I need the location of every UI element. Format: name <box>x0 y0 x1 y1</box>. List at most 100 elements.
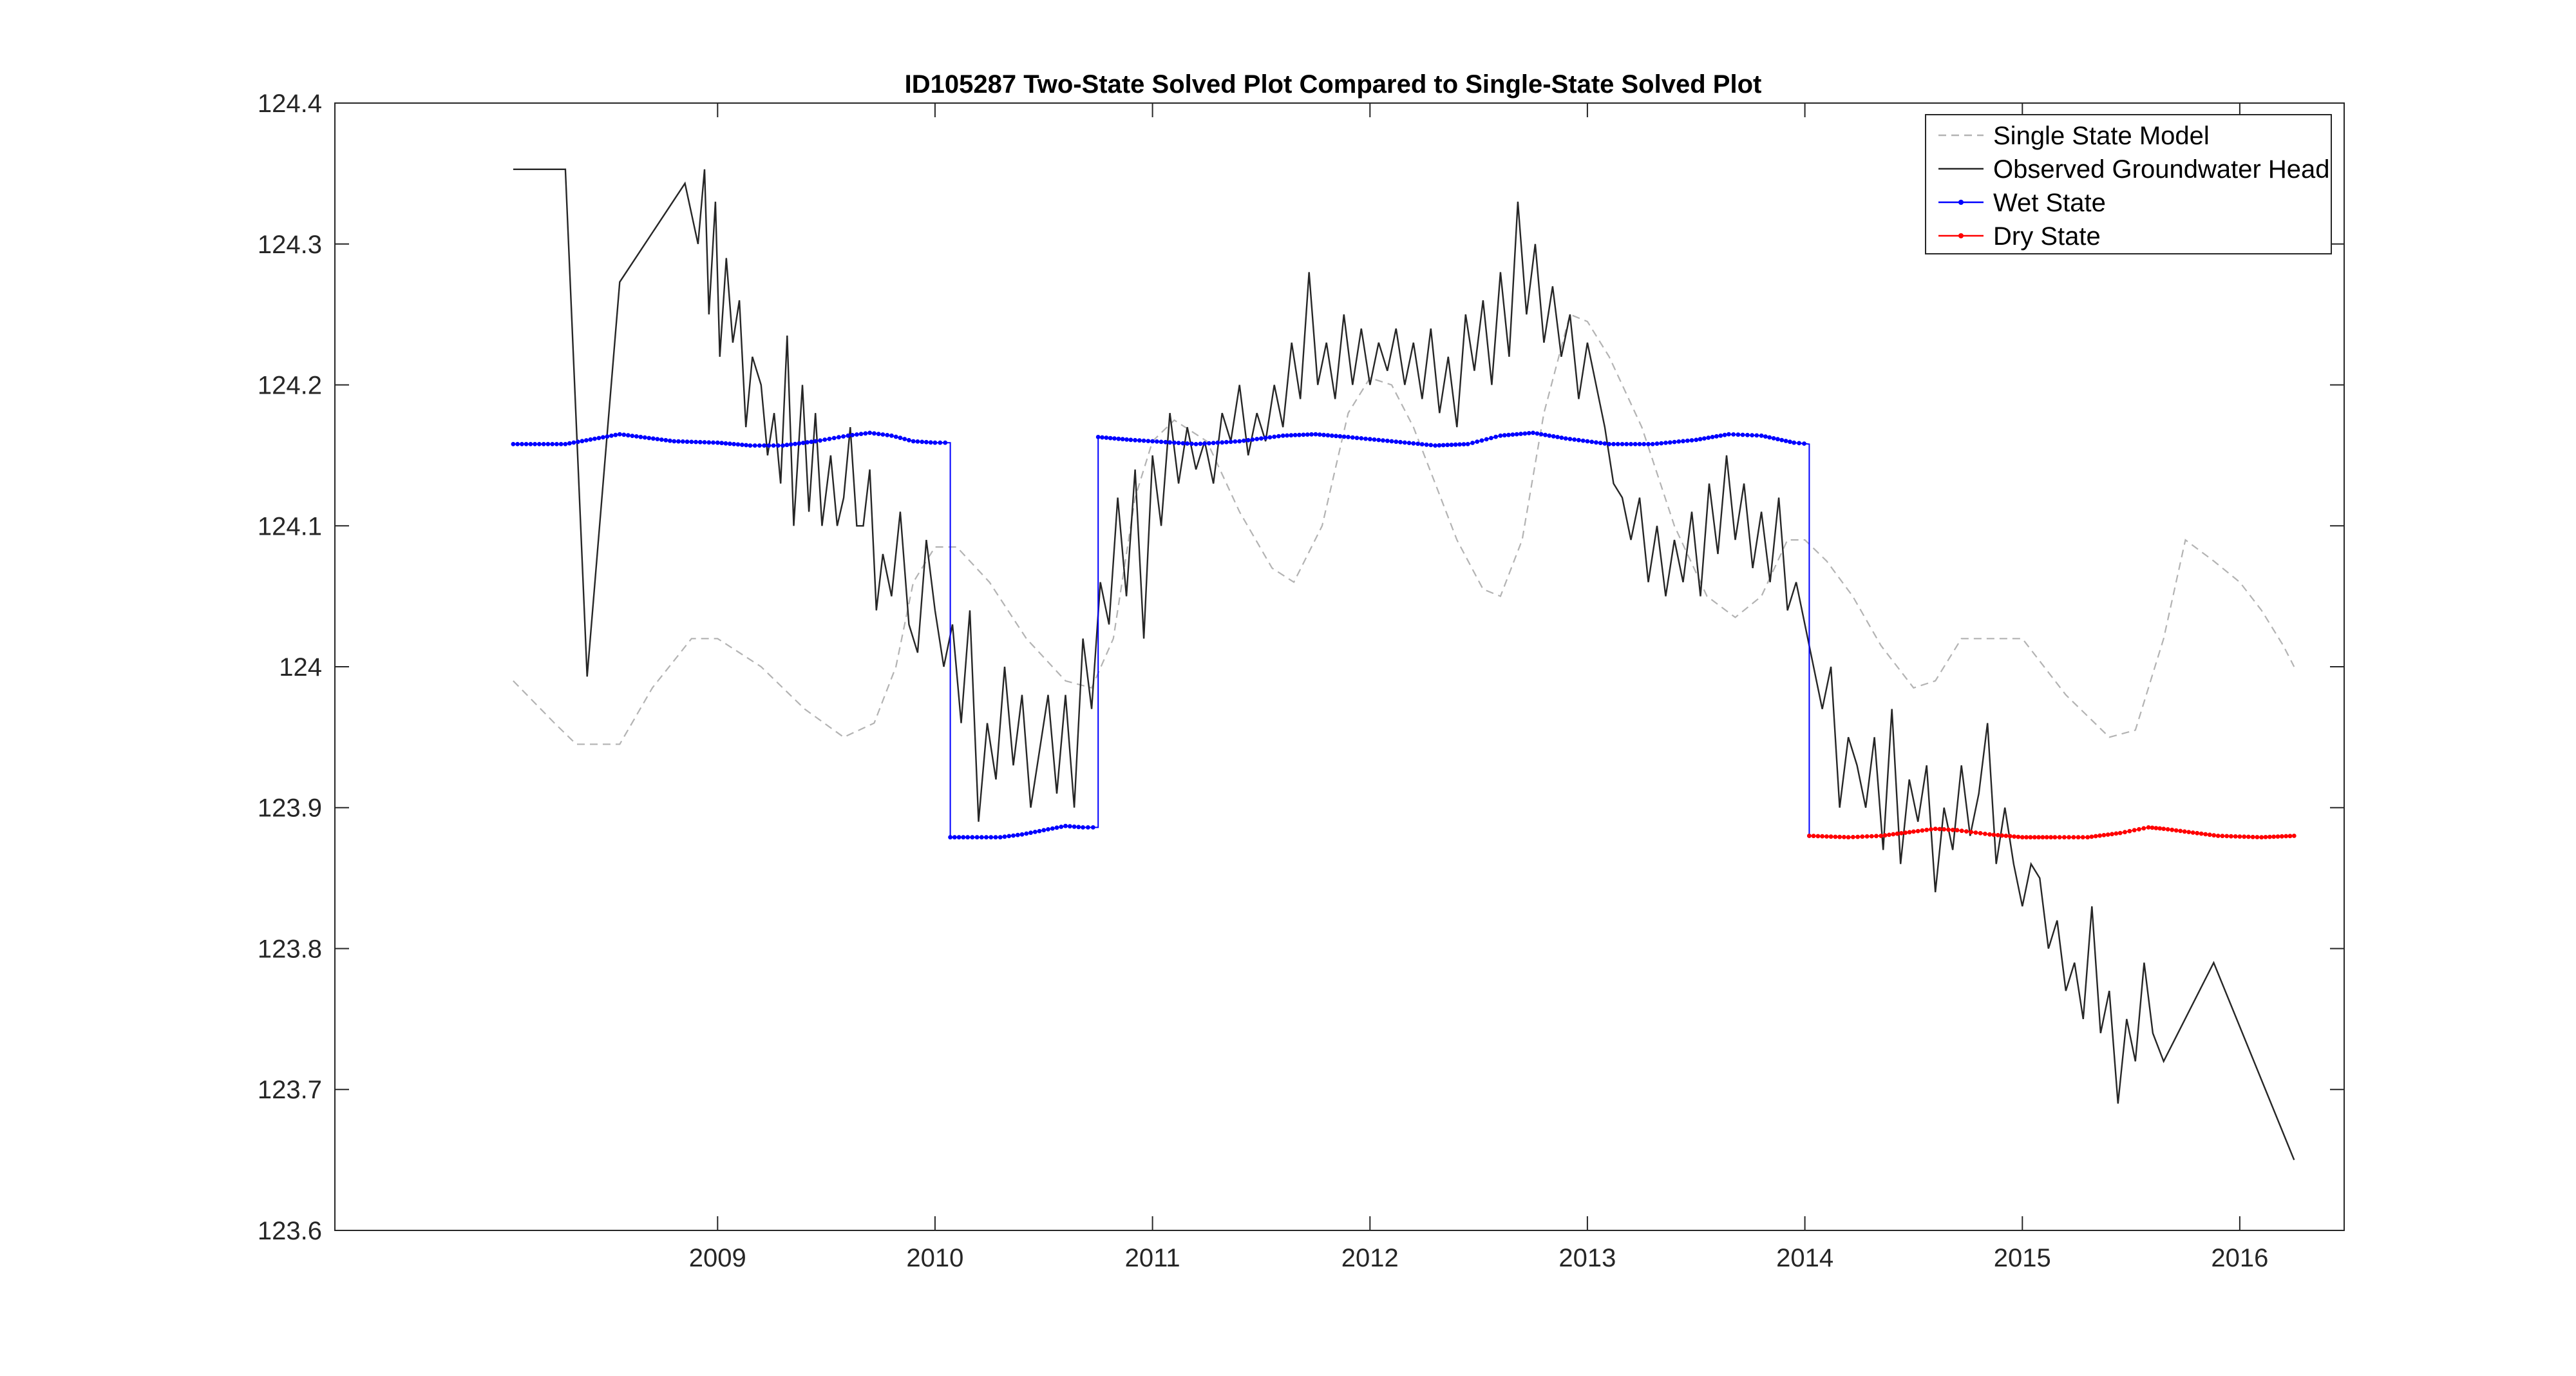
data-point <box>1915 828 1920 834</box>
data-point <box>818 438 822 443</box>
data-point <box>596 435 601 441</box>
data-point <box>563 442 568 446</box>
data-point <box>1137 438 1142 443</box>
data-point <box>872 431 876 436</box>
data-point <box>1076 825 1081 830</box>
legend: Single State Model Observed Groundwater H… <box>1925 114 2332 254</box>
data-point <box>2170 827 2175 832</box>
data-point <box>667 438 672 443</box>
data-point <box>2182 829 2187 834</box>
y-tick-label: 124.2 <box>258 372 322 400</box>
data-point <box>1389 439 1394 444</box>
data-point <box>2233 834 2238 839</box>
data-point <box>1338 434 1343 439</box>
data-point <box>1937 827 1942 832</box>
data-point <box>1620 442 1625 446</box>
data-point <box>1461 442 1466 446</box>
data-point <box>1633 442 1638 446</box>
data-point <box>880 432 886 437</box>
data-point <box>1924 827 1929 832</box>
data-point <box>1193 442 1198 446</box>
data-point <box>735 442 741 447</box>
data-point <box>1920 828 1925 833</box>
data-point <box>1933 827 1938 831</box>
data-point <box>685 439 690 444</box>
data-point <box>2007 834 2012 839</box>
data-point <box>2165 827 2170 832</box>
data-point <box>1367 437 1372 442</box>
data-point <box>907 437 911 443</box>
data-point <box>2101 833 2107 837</box>
data-point <box>1907 830 1912 835</box>
data-point <box>1899 831 1904 836</box>
data-point <box>1797 441 1802 446</box>
data-point <box>1763 434 1768 439</box>
data-point <box>984 835 989 840</box>
data-point <box>1067 824 1072 829</box>
data-point <box>1019 832 1025 837</box>
data-point <box>1531 430 1535 435</box>
data-point <box>1995 833 2000 837</box>
data-point <box>1973 830 1978 835</box>
data-point <box>1698 437 1703 442</box>
data-point <box>1237 439 1242 444</box>
data-point <box>1146 439 1151 443</box>
data-point <box>1228 439 1233 444</box>
data-point <box>711 440 715 445</box>
data-point <box>1255 437 1260 441</box>
data-point <box>1788 439 1792 444</box>
data-point <box>689 439 694 444</box>
data-point <box>1837 834 1842 839</box>
x-tick-label: 2010 <box>906 1244 963 1272</box>
data-point <box>775 443 781 448</box>
data-point <box>1736 432 1741 437</box>
data-point <box>1585 439 1590 444</box>
data-point <box>1750 433 1755 437</box>
data-point <box>1259 436 1264 441</box>
data-point <box>1007 834 1012 839</box>
data-point <box>584 438 589 443</box>
x-tick-label: 2015 <box>1994 1244 2051 1272</box>
data-point <box>1959 828 1964 834</box>
data-point <box>580 439 585 444</box>
data-point <box>1293 433 1298 437</box>
data-point <box>2268 834 2272 839</box>
data-point <box>2132 828 2137 833</box>
data-point <box>993 835 998 840</box>
data-point <box>1419 442 1425 446</box>
data-point <box>1354 435 1359 441</box>
data-point <box>1851 835 1855 839</box>
data-point <box>1313 432 1318 437</box>
data-point <box>781 443 785 448</box>
data-point <box>920 439 925 444</box>
data-point <box>1207 441 1211 446</box>
data-point <box>1535 431 1540 436</box>
data-point <box>1860 834 1865 839</box>
data-point <box>634 434 639 439</box>
data-point <box>1180 441 1186 446</box>
data-point <box>1124 437 1129 442</box>
data-point <box>1215 440 1220 445</box>
data-point <box>1376 437 1381 443</box>
data-point <box>2040 835 2045 840</box>
data-point <box>1710 435 1715 439</box>
data-point <box>1792 440 1797 445</box>
data-point <box>541 442 546 446</box>
data-point <box>617 432 622 437</box>
data-point <box>702 440 707 444</box>
data-point <box>2085 835 2090 840</box>
data-point <box>1441 443 1446 448</box>
x-tick-label: 2011 <box>1125 1244 1180 1272</box>
data-point <box>630 434 635 438</box>
data-point <box>1987 832 1993 837</box>
data-point <box>1242 438 1246 443</box>
data-point <box>1759 433 1764 438</box>
data-point <box>827 436 832 441</box>
x-tick-label: 2013 <box>1558 1244 1616 1272</box>
data-point <box>2067 835 2072 840</box>
data-point <box>1028 830 1033 836</box>
data-point <box>1846 835 1851 840</box>
data-point <box>1802 441 1806 446</box>
legend-marker <box>1958 233 1964 238</box>
data-point <box>2178 828 2183 834</box>
